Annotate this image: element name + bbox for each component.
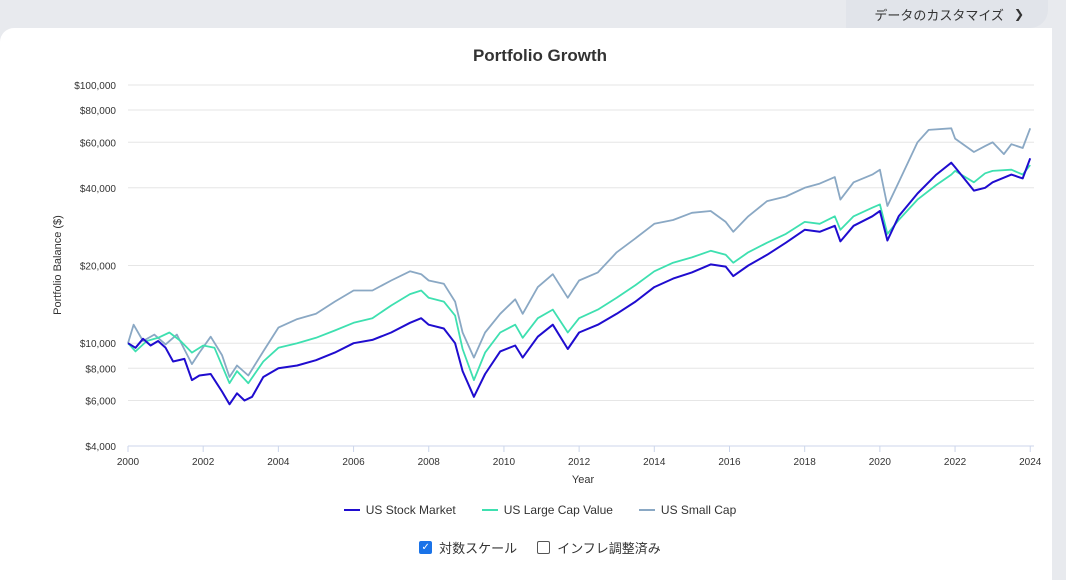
chart-legend: US Stock Market US Large Cap Value US Sm… bbox=[0, 503, 1066, 517]
legend-label: US Large Cap Value bbox=[503, 503, 613, 517]
x-tick-label: 2008 bbox=[418, 457, 441, 468]
inflation-adjusted-label: インフレ調整済み bbox=[557, 541, 661, 556]
customize-label: データのカスタマイズ bbox=[874, 7, 1004, 23]
x-tick-label: 2000 bbox=[117, 457, 140, 468]
chevron-down-icon: ❯ bbox=[1013, 7, 1024, 21]
legend-label: US Small Cap bbox=[660, 503, 737, 517]
log-scale-label: 対数スケール bbox=[439, 541, 518, 556]
log-scale-checkbox[interactable]: ✓ bbox=[419, 541, 433, 554]
x-tick-label: 2002 bbox=[192, 457, 215, 468]
inflation-adjusted-checkbox[interactable] bbox=[537, 541, 551, 554]
x-tick-label: 2020 bbox=[869, 457, 892, 468]
y-tick-label: $40,000 bbox=[80, 184, 117, 195]
y-tick-label: $60,000 bbox=[80, 138, 117, 149]
x-tick-label: 2018 bbox=[794, 457, 817, 468]
x-tick-label: 2014 bbox=[643, 457, 666, 468]
legend-item-us-large-cap-value[interactable]: US Large Cap Value bbox=[481, 503, 613, 517]
x-tick-label: 2012 bbox=[568, 457, 591, 468]
x-tick-label: 2022 bbox=[944, 457, 967, 468]
y-tick-label: $4,000 bbox=[85, 442, 116, 453]
legend-item-us-small-cap[interactable]: US Small Cap bbox=[638, 503, 737, 517]
y-tick-label: $10,000 bbox=[80, 339, 117, 350]
legend-label: US Stock Market bbox=[365, 503, 456, 517]
y-tick-label: $80,000 bbox=[80, 106, 117, 117]
legend-swatch bbox=[343, 509, 360, 511]
y-tick-label: $20,000 bbox=[80, 262, 117, 273]
chart-card bbox=[0, 28, 1052, 580]
legend-swatch bbox=[481, 509, 498, 511]
x-tick-label: 2006 bbox=[342, 457, 365, 468]
y-tick-label: $6,000 bbox=[85, 397, 116, 408]
y-axis-label: Portfolio Balance ($) bbox=[52, 215, 64, 315]
legend-item-us-stock-market[interactable]: US Stock Market bbox=[343, 503, 456, 517]
series-line-us-small-cap[interactable] bbox=[127, 127, 1032, 378]
customize-data-button[interactable]: データのカスタマイズ ❯ bbox=[846, 0, 1048, 28]
log-scale-option[interactable]: ✓ 対数スケール bbox=[419, 538, 517, 557]
y-tick-label: $8,000 bbox=[85, 364, 116, 375]
x-tick-label: 2004 bbox=[267, 457, 290, 468]
chart-title: Portfolio Growth bbox=[472, 46, 608, 65]
y-tick-label: $100,000 bbox=[74, 81, 116, 92]
x-axis-label: Year bbox=[572, 474, 595, 486]
x-tick-label: 2024 bbox=[1019, 457, 1042, 468]
x-tick-label: 2010 bbox=[493, 457, 516, 468]
inflation-adjusted-option[interactable]: インフレ調整済み bbox=[537, 538, 661, 557]
legend-swatch bbox=[638, 509, 655, 511]
chart-options: ✓ 対数スケール インフレ調整済み bbox=[0, 538, 1066, 557]
series-line-us-large-cap-value[interactable] bbox=[127, 164, 1031, 385]
x-tick-label: 2016 bbox=[718, 457, 741, 468]
series-line-us-stock-market[interactable] bbox=[127, 157, 1032, 406]
